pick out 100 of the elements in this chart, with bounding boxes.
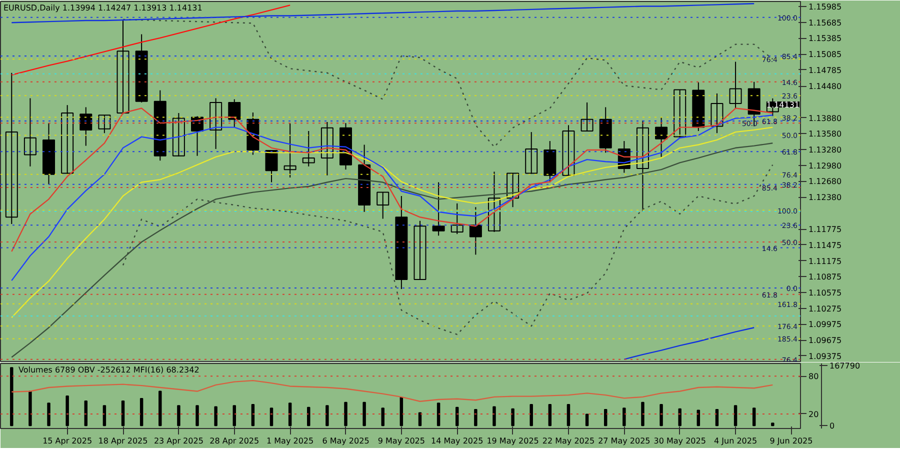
y2-tick-label: 167790 bbox=[830, 362, 860, 371]
candlestick bbox=[80, 106, 92, 146]
candlestick bbox=[284, 122, 296, 178]
x-tick-label: 30 May 2025 bbox=[654, 436, 706, 446]
bar bbox=[121, 400, 125, 426]
bar bbox=[734, 405, 738, 426]
chart-title: EURUSD,Daily 1.13994 1.14247 1.13913 1.14131 bbox=[4, 4, 202, 12]
bar bbox=[177, 405, 180, 426]
x-tick-label: 22 May 2025 bbox=[542, 436, 595, 446]
candlestick bbox=[674, 89, 686, 138]
candlestick bbox=[61, 104, 74, 176]
y-tick-label: 1.13580 bbox=[808, 130, 842, 139]
x-tick-label: 1 May 2025 bbox=[266, 436, 314, 446]
candlestick bbox=[729, 61, 742, 109]
bar bbox=[66, 395, 69, 426]
bar bbox=[196, 405, 199, 426]
x-tick-label: 4 Jun 2025 bbox=[714, 436, 758, 446]
bar bbox=[585, 414, 589, 426]
candlestick bbox=[414, 220, 426, 280]
y-tick-label: 1.15985 bbox=[808, 2, 842, 12]
candlestick bbox=[488, 171, 500, 232]
bar bbox=[84, 400, 88, 426]
bar bbox=[400, 396, 404, 426]
candlestick bbox=[562, 124, 575, 176]
bar bbox=[307, 406, 310, 426]
y-tick-label: 1.10575 bbox=[808, 288, 842, 298]
candlestick bbox=[172, 112, 185, 157]
y-tick-label: 1.15685 bbox=[808, 18, 842, 28]
bar bbox=[474, 409, 478, 426]
y-tick-label: 1.12680 bbox=[808, 177, 842, 186]
bar bbox=[28, 390, 32, 426]
bar bbox=[752, 408, 756, 426]
bar bbox=[492, 406, 496, 426]
y-tick-label: 1.11175 bbox=[808, 256, 842, 266]
bar bbox=[622, 408, 626, 426]
y-tick-label: 1.12380 bbox=[808, 193, 842, 202]
y-tick-label: 1.15385 bbox=[808, 34, 842, 44]
candlestick bbox=[228, 98, 241, 128]
x-tick-label: 18 Apr 2025 bbox=[98, 436, 148, 446]
x-tick-label: 28 Apr 2025 bbox=[210, 436, 260, 446]
x-tick-label: 14 May 2025 bbox=[431, 436, 484, 446]
candlestick bbox=[525, 132, 538, 174]
candlestick bbox=[5, 72, 18, 225]
bar bbox=[140, 398, 144, 426]
bar bbox=[548, 404, 552, 426]
bar bbox=[436, 402, 440, 426]
bar bbox=[678, 408, 682, 426]
bar bbox=[511, 408, 514, 426]
y-tick-label: 80 bbox=[808, 372, 819, 382]
candlestick bbox=[432, 182, 445, 236]
line-series bbox=[11, 380, 774, 402]
y2-tick-label: 0 bbox=[830, 422, 835, 431]
bar bbox=[326, 405, 329, 426]
chart-title: Volumes 6789 OBV -252612 MFI(16) 68.2342 bbox=[18, 366, 200, 374]
bar bbox=[232, 405, 236, 426]
bar bbox=[456, 406, 459, 426]
candlestick bbox=[116, 18, 130, 115]
candlestick bbox=[450, 202, 464, 235]
candlestick bbox=[376, 192, 390, 220]
bar bbox=[771, 422, 774, 426]
y-tick-label: 1.15085 bbox=[808, 50, 842, 60]
candlestick bbox=[24, 98, 36, 167]
x-tick-label: 9 Jun 2025 bbox=[770, 436, 813, 446]
x-tick-label: 6 May 2025 bbox=[322, 436, 370, 446]
bar bbox=[418, 412, 422, 426]
y-tick-label: 1.09975 bbox=[808, 320, 842, 330]
candlestick bbox=[302, 130, 315, 167]
y-tick-label: 1.11475 bbox=[808, 240, 842, 250]
x-tick-label: 27 May 2025 bbox=[598, 436, 650, 446]
y-tick-label: 1.09375 bbox=[808, 352, 842, 361]
bar bbox=[530, 404, 533, 426]
bar bbox=[288, 402, 292, 426]
bar bbox=[10, 367, 14, 426]
bar bbox=[604, 409, 608, 426]
x-tick-label: 15 Apr 2025 bbox=[42, 436, 92, 446]
candlestick bbox=[710, 92, 724, 134]
bar bbox=[344, 402, 348, 426]
bar bbox=[251, 404, 255, 426]
annotation: 1.14131 bbox=[766, 100, 800, 110]
bar bbox=[362, 402, 366, 426]
candlestick bbox=[636, 120, 649, 212]
candlestick bbox=[98, 114, 111, 134]
y-tick-label: 20 bbox=[808, 410, 819, 419]
candlestick bbox=[210, 98, 222, 150]
bar bbox=[158, 390, 162, 426]
y-tick-label: 1.10875 bbox=[808, 272, 842, 282]
candlestick bbox=[469, 206, 482, 256]
x-tick-label: 19 May 2025 bbox=[486, 436, 539, 446]
bar bbox=[660, 404, 663, 426]
x-tick-label: 23 Apr 2025 bbox=[154, 436, 204, 446]
candlestick bbox=[580, 102, 594, 132]
y-tick-label: 1.09675 bbox=[808, 336, 842, 346]
y-tick-label: 1.14480 bbox=[808, 82, 842, 92]
bar bbox=[566, 404, 570, 426]
bar bbox=[715, 409, 719, 426]
y-tick-label: 1.13280 bbox=[808, 145, 842, 154]
candlestick bbox=[320, 122, 334, 176]
x-tick-label: 9 May 2025 bbox=[378, 436, 425, 446]
y-tick-label: 1.10275 bbox=[808, 304, 842, 314]
y-tick-label: 1.13880 bbox=[808, 114, 842, 123]
